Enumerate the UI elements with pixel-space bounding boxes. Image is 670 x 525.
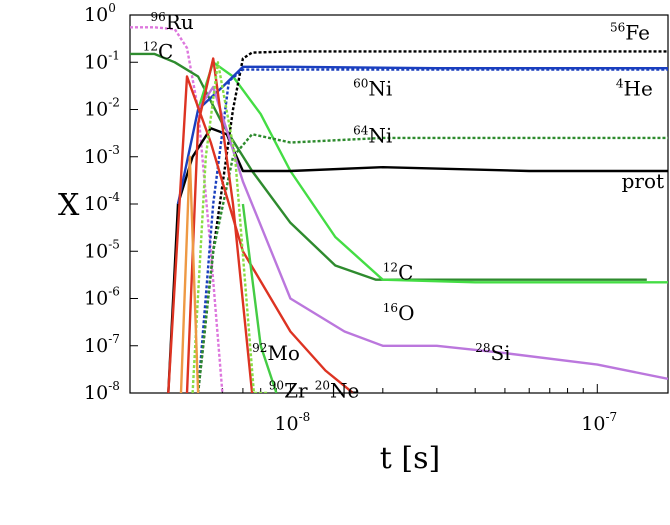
annotation-12c: 12C — [383, 261, 414, 285]
series-line-unlabeled-12 — [241, 203, 278, 393]
series-line-unlabeled-13 — [179, 155, 200, 393]
y-tick-label: 10-1 — [84, 48, 120, 73]
series-line-56fe — [196, 50, 668, 393]
y-tick-label: 10-8 — [84, 379, 120, 404]
y-tick-label: 100 — [84, 1, 116, 26]
annotation-prot: prot — [622, 169, 664, 193]
annotation-12c: 12C — [143, 40, 174, 64]
annotation-92mo: 92Mo — [252, 341, 300, 365]
annotation-60ni: 60Ni — [353, 76, 392, 100]
annotation-96ru: 96Ru — [151, 10, 194, 34]
annotation-64ni: 64Ni — [353, 124, 392, 148]
annotation-90zr: 90Zr — [269, 379, 308, 403]
series-line-92mo — [185, 57, 254, 393]
annotation-20ne: 20Ne — [315, 379, 360, 403]
series-line-28si — [197, 85, 668, 380]
annotation-56fe: 56Fe — [610, 21, 650, 45]
x-tick-label: 10-7 — [581, 410, 617, 435]
y-tick-label: 10-5 — [84, 237, 120, 262]
y-axis-label: X — [58, 188, 80, 223]
y-tick-label: 10-4 — [84, 190, 120, 215]
y-tick-label: 10-3 — [84, 143, 120, 168]
series-layer — [130, 26, 668, 393]
series-line-90zr — [191, 61, 269, 393]
annotation-16o: 16O — [383, 301, 415, 325]
x-axis-ticks: 10-8 10-7 — [274, 410, 617, 435]
annotation-4he: 4He — [616, 76, 653, 100]
series-line-16o — [196, 61, 668, 284]
x-axis-label: t [s] — [380, 441, 440, 476]
y-tick-label: 10-2 — [84, 96, 120, 121]
y-tick-label: 10-6 — [84, 285, 120, 310]
x-tick-label: 10-8 — [274, 410, 310, 435]
annotations: 96Ru 12C 56Fe 60Ni 4He 64Ni prot 12C 16O 28Si 92Mo… — [143, 10, 664, 402]
series-line-96ru — [130, 26, 224, 393]
y-tick-label: 10-7 — [84, 332, 120, 357]
annotation-28si: 28Si — [475, 341, 510, 365]
series-line-4he — [196, 68, 668, 393]
series-line-12c — [130, 52, 647, 281]
y-axis-ticks: 100 10-1 10-2 10-3 10-4 10-5 10-6 10-7 10-8 — [84, 1, 138, 404]
